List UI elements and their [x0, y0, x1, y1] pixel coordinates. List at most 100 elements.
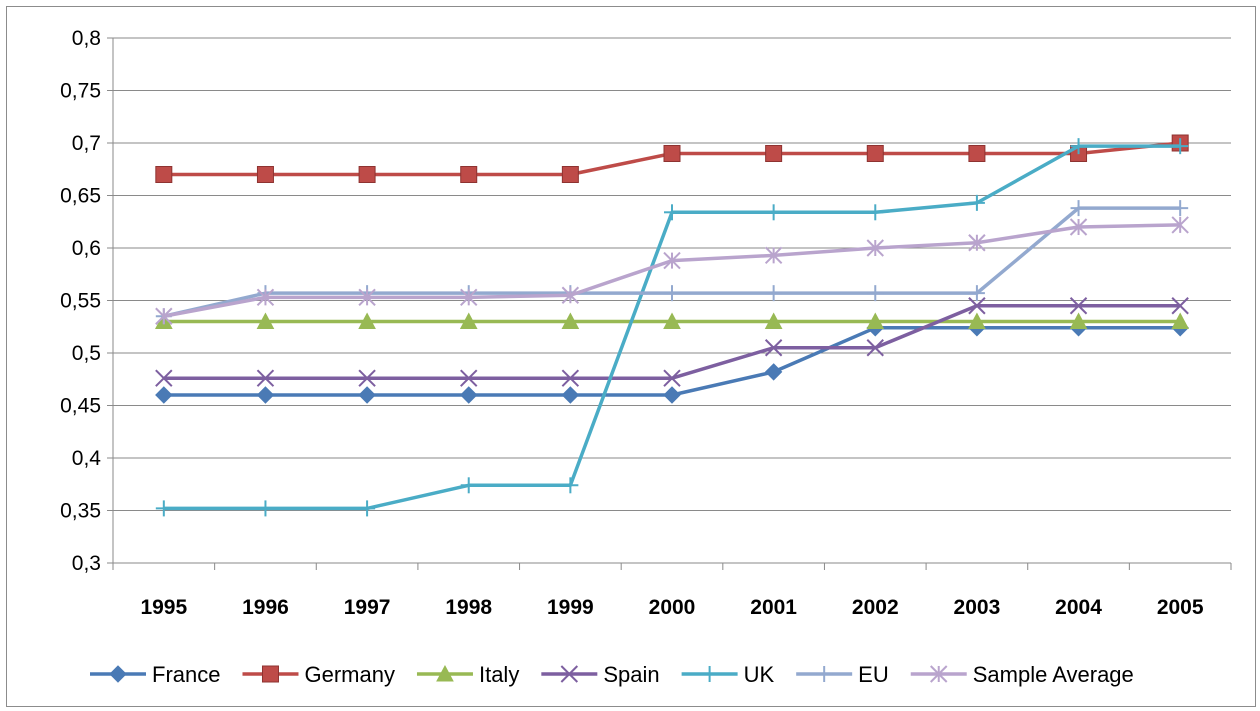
x-tick-label: 1999: [547, 596, 594, 619]
legend-marker-italy: [436, 664, 454, 682]
data-point-sample-average: [561, 286, 580, 304]
data-point-spain: [764, 339, 783, 357]
data-point-germany: [866, 145, 884, 162]
legend-label-eu: EU: [858, 662, 889, 687]
data-point-eu: [765, 285, 782, 302]
data-point-sample-average: [460, 288, 478, 307]
data-point-italy: [1171, 312, 1190, 329]
data-point-germany: [968, 145, 986, 162]
data-point-uk: [867, 204, 884, 221]
x-tick-label: 1995: [140, 596, 187, 619]
data-point-spain: [460, 369, 478, 387]
y-tick-label: 0,7: [72, 132, 101, 155]
data-point-germany: [561, 166, 579, 183]
legend-marker-germany: [261, 665, 279, 683]
x-tick-label: 1998: [445, 596, 492, 619]
data-point-italy: [459, 312, 478, 329]
data-point-spain: [663, 369, 681, 387]
legend-label-spain: Spain: [603, 662, 659, 687]
data-point-france: [561, 386, 580, 404]
data-point-italy: [1069, 312, 1088, 329]
data-point-eu: [1172, 200, 1189, 217]
data-point-spain: [358, 369, 376, 387]
data-point-sample-average: [764, 246, 783, 265]
data-point-france: [764, 363, 783, 381]
data-point-eu: [968, 285, 985, 302]
legend-label-france: France: [152, 662, 220, 687]
data-point-france: [358, 386, 376, 404]
legend-label-uk: UK: [744, 662, 775, 687]
data-point-italy: [968, 312, 986, 329]
y-tick-label: 0,75: [60, 80, 101, 103]
data-point-italy: [764, 312, 783, 329]
y-tick-label: 0,3: [72, 552, 101, 575]
data-point-germany: [663, 145, 681, 162]
data-point-spain: [1171, 297, 1189, 315]
data-point-sample-average: [256, 288, 275, 307]
data-point-sample-average: [1171, 216, 1189, 234]
data-point-uk: [968, 194, 985, 211]
data-point-italy: [561, 312, 580, 329]
y-tick-label: 0,4: [72, 447, 102, 470]
data-point-italy: [256, 312, 275, 329]
data-point-eu: [867, 285, 884, 302]
data-point-eu: [1070, 200, 1087, 217]
data-point-italy: [358, 312, 376, 329]
x-tick-label: 1996: [242, 596, 289, 619]
y-tick-label: 0,45: [60, 395, 101, 418]
data-point-france: [663, 386, 681, 404]
data-point-uk: [359, 500, 376, 517]
data-point-france: [256, 386, 275, 404]
legend-label-sample-average: Sample Average: [973, 662, 1134, 687]
data-point-uk: [460, 477, 477, 494]
data-point-germany: [358, 166, 376, 183]
y-tick-label: 0,8: [72, 27, 101, 50]
x-tick-label: 2001: [750, 596, 797, 619]
data-point-spain: [968, 297, 986, 315]
data-point-germany: [460, 166, 478, 183]
data-point-uk: [257, 500, 274, 517]
data-point-sample-average: [1069, 218, 1088, 236]
x-tick-label: 2004: [1055, 596, 1102, 619]
data-point-sample-average: [155, 307, 173, 325]
data-point-spain: [561, 369, 580, 387]
data-point-uk: [562, 477, 579, 494]
y-tick-label: 0,5: [72, 342, 101, 365]
data-point-uk: [765, 204, 782, 221]
x-tick-label: 2003: [954, 596, 1001, 619]
data-point-italy: [663, 312, 681, 329]
chart-frame: [6, 6, 1256, 707]
x-tick-label: 1997: [344, 596, 391, 619]
legend-marker-uk: [701, 666, 718, 682]
data-point-uk: [1172, 138, 1189, 155]
data-point-germany: [765, 145, 783, 162]
data-point-uk: [155, 500, 172, 517]
legend-marker-sample-average: [930, 665, 948, 683]
data-point-sample-average: [968, 234, 986, 252]
data-point-uk: [1070, 138, 1087, 155]
data-point-france: [155, 386, 173, 404]
data-point-germany: [155, 166, 173, 183]
y-tick-label: 0,35: [60, 500, 101, 523]
x-tick-label: 2002: [852, 596, 899, 619]
data-point-sample-average: [866, 239, 884, 257]
legend-label-italy: Italy: [479, 662, 519, 687]
legend-label-germany: Germany: [304, 662, 394, 687]
data-point-eu: [664, 285, 680, 302]
data-point-france: [460, 386, 478, 404]
y-tick-label: 0,55: [60, 290, 101, 313]
data-point-italy: [866, 312, 885, 329]
x-tick-label: 2005: [1157, 596, 1204, 619]
data-point-spain: [256, 369, 275, 387]
legend-marker-eu: [816, 666, 833, 682]
y-tick-label: 0,65: [60, 185, 101, 208]
data-point-germany: [256, 166, 274, 183]
series-line-france: [163, 326, 1181, 397]
data-point-spain: [866, 339, 884, 357]
data-point-uk: [664, 204, 680, 221]
legend-marker-france: [109, 665, 127, 683]
series-line-sample-average: [163, 223, 1181, 318]
data-point-sample-average: [358, 288, 376, 307]
x-tick-label: 2000: [649, 596, 696, 619]
